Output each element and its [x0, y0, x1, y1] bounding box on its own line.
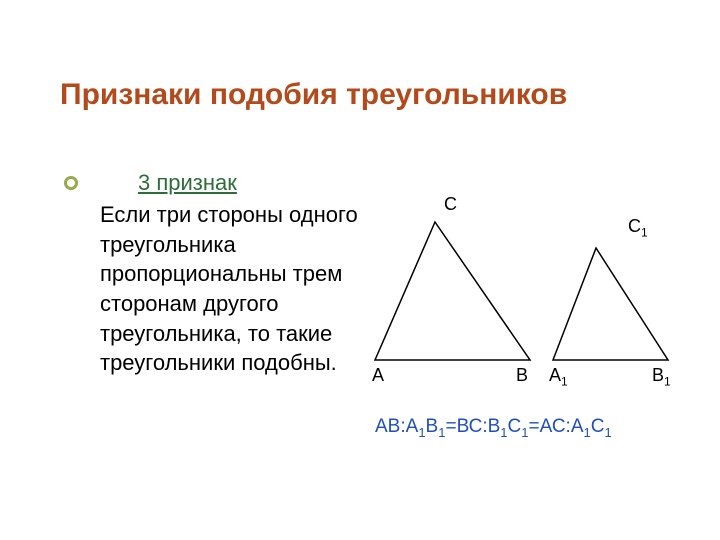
vertex-a: А [372, 365, 384, 386]
similarity-formula: АВ:А1В1=ВС:В1С1=АС:А1С1 [375, 416, 612, 440]
page-title: Признаки подобия треугольников [60, 78, 567, 112]
vertex-c1: С1 [628, 216, 648, 240]
vertex-a1: А1 [549, 365, 568, 389]
bullet-row: 3 признак [64, 170, 237, 196]
bullet-icon [64, 176, 78, 190]
subtitle: 3 признак [138, 170, 237, 196]
vertex-c: С [444, 194, 457, 215]
triangle-small [548, 238, 678, 370]
triangle-large [370, 210, 540, 370]
body-text: Если три стороны одного треугольника про… [100, 200, 360, 378]
vertex-b: В [516, 365, 528, 386]
vertex-b1: В1 [652, 365, 671, 389]
